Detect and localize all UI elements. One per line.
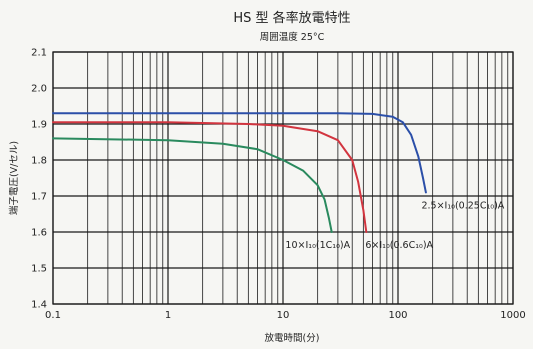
x-tick-label: 0.1	[45, 310, 61, 321]
x-tick-label: 100	[388, 310, 407, 321]
x-axis-ticks: 0.1 1 10 100 1000	[45, 310, 526, 321]
chart-subtitle: 周囲温度 25°C	[260, 31, 325, 43]
series-layer	[52, 112, 427, 233]
y-tick-label: 1.8	[31, 156, 47, 167]
x-tick-label: 1	[165, 310, 171, 321]
x-tick-label: 1000	[500, 310, 525, 321]
plot-frame	[52, 51, 514, 305]
series-annotation-1: 2.5×I₁₀(0.25C₁₀)A	[421, 201, 504, 212]
y-tick-label: 1.4	[31, 300, 47, 311]
series-annotation-3: 6×I₁₀(0.6C₁₀)A	[365, 240, 433, 251]
series-line-1	[52, 112, 427, 194]
x-axis-label: 放電時間(分)	[265, 332, 320, 344]
minor-gridlines	[87, 52, 509, 304]
y-tick-label: 1.5	[31, 264, 47, 275]
annotation-layer: 2.5×I₁₀(0.25C₁₀)A 10×I₁₀(1C₁₀)A 6×I₁₀(0.6C…	[285, 201, 504, 252]
x-tick-label: 10	[277, 310, 290, 321]
y-axis-ticks: 1.4 1.5 1.6 1.7 1.8 1.9 2.0 2.1	[31, 48, 47, 311]
y-tick-label: 2.1	[31, 48, 47, 59]
series-annotation-2: 10×I₁₀(1C₁₀)A	[285, 240, 350, 251]
y-tick-label: 1.9	[31, 120, 47, 131]
y-tick-label: 1.6	[31, 228, 47, 239]
series-line-2	[52, 121, 368, 233]
y-tick-label: 2.0	[31, 84, 47, 95]
chart-title: HS 型 各率放電特性	[233, 10, 350, 26]
y-tick-label: 1.7	[31, 192, 47, 203]
series-line-3	[52, 137, 333, 233]
y-axis-label: 端子電圧(V/セル)	[8, 141, 20, 215]
